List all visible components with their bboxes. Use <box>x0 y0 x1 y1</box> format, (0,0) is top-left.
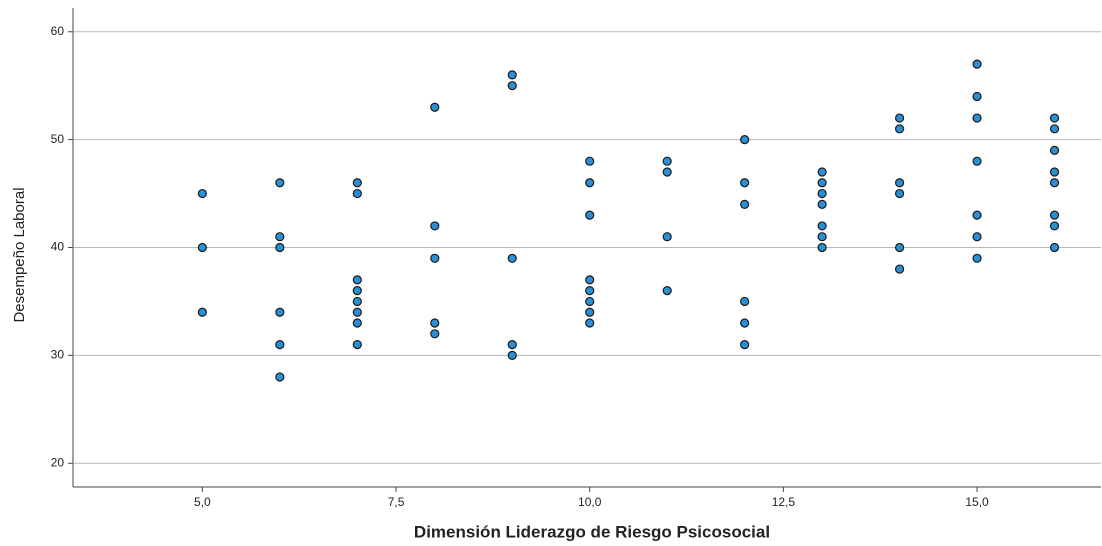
point <box>894 113 905 123</box>
point <box>430 102 440 112</box>
point <box>972 210 982 220</box>
point <box>972 113 982 123</box>
point <box>430 318 440 328</box>
point <box>740 296 750 307</box>
x-axis-label: Dimensión Liderazgo de Riesgo Psicosocia… <box>414 522 770 541</box>
point <box>1049 167 1060 177</box>
point <box>972 232 982 242</box>
x-tick-label: 7,5 <box>388 495 405 509</box>
point <box>817 221 827 231</box>
point <box>275 372 285 382</box>
point <box>275 307 285 317</box>
point <box>972 59 982 69</box>
x-tick-label: 10,0 <box>578 495 602 509</box>
point <box>430 329 440 339</box>
point <box>1049 124 1060 134</box>
point <box>1049 178 1060 188</box>
point <box>197 242 207 253</box>
y-tick-label: 20 <box>51 455 65 469</box>
point <box>894 242 905 253</box>
point <box>352 339 362 350</box>
point <box>507 339 517 350</box>
y-tick-label: 40 <box>51 240 65 254</box>
point <box>1049 145 1060 156</box>
point <box>507 350 517 360</box>
point <box>662 156 672 166</box>
point <box>197 188 207 199</box>
point <box>817 242 827 253</box>
point <box>1049 113 1060 123</box>
point <box>1049 242 1060 253</box>
point <box>740 178 750 188</box>
point <box>585 318 595 328</box>
point <box>740 339 750 350</box>
point <box>662 232 672 242</box>
x-tick-label: 5,0 <box>194 495 211 509</box>
point <box>585 275 595 285</box>
point <box>352 188 362 199</box>
point <box>817 167 827 177</box>
point <box>430 253 440 263</box>
point <box>585 307 595 317</box>
point <box>352 286 362 296</box>
point <box>585 156 595 166</box>
point <box>740 318 750 328</box>
point <box>1049 210 1060 220</box>
point <box>1049 221 1060 231</box>
point <box>585 296 595 307</box>
point <box>507 81 517 91</box>
point <box>352 275 362 285</box>
point <box>430 221 440 231</box>
point <box>352 318 362 328</box>
point <box>894 188 905 199</box>
point <box>894 264 905 274</box>
point <box>972 91 982 102</box>
point <box>352 307 362 317</box>
point <box>662 286 672 296</box>
point <box>817 232 827 242</box>
point <box>972 253 982 263</box>
point <box>197 307 207 317</box>
point <box>740 199 750 209</box>
y-tick-label: 60 <box>51 24 65 38</box>
point <box>352 178 362 188</box>
point <box>507 70 517 80</box>
point <box>817 188 827 199</box>
point <box>585 210 595 220</box>
point <box>275 232 285 242</box>
point <box>275 178 285 188</box>
x-tick-label: 12,5 <box>772 495 796 509</box>
point <box>507 253 517 263</box>
point <box>817 199 827 209</box>
point <box>585 286 595 296</box>
point <box>894 178 905 188</box>
y-tick-label: 30 <box>51 348 65 362</box>
y-axis-label: Desempeño Laboral <box>11 187 28 322</box>
point <box>662 167 672 177</box>
point <box>352 296 362 307</box>
point <box>275 339 285 350</box>
point <box>894 124 905 134</box>
x-tick-label: 15,0 <box>965 495 989 509</box>
point <box>972 156 982 166</box>
point <box>817 178 827 188</box>
point <box>740 135 750 145</box>
point <box>585 178 595 188</box>
point <box>275 242 285 253</box>
y-tick-label: 50 <box>51 132 65 146</box>
